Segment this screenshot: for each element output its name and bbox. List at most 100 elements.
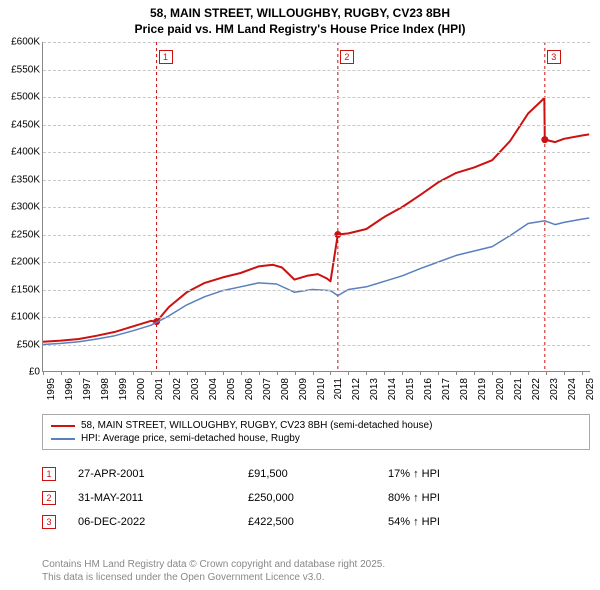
attribution-line1: Contains HM Land Registry data © Crown c… — [42, 558, 385, 571]
gridline-h — [43, 97, 590, 98]
transaction-price: £91,500 — [248, 468, 388, 480]
x-tick — [205, 371, 206, 375]
x-tick — [277, 371, 278, 375]
x-axis-label: 2024 — [567, 378, 578, 408]
x-tick — [259, 371, 260, 375]
legend-row: 58, MAIN STREET, WILLOUGHBY, RUGBY, CV23… — [51, 419, 581, 432]
x-axis-label: 2000 — [136, 378, 147, 408]
x-tick — [474, 371, 475, 375]
legend-swatch — [51, 438, 75, 440]
x-tick — [492, 371, 493, 375]
series-line-hpi — [43, 218, 589, 345]
title-line2: Price paid vs. HM Land Registry's House … — [0, 22, 600, 38]
x-tick — [456, 371, 457, 375]
gridline-h — [43, 42, 590, 43]
x-axis-label: 2014 — [387, 378, 398, 408]
y-axis-label: £550K — [2, 64, 40, 75]
series-marker — [541, 136, 548, 143]
legend-swatch — [51, 425, 75, 427]
x-tick — [582, 371, 583, 375]
gridline-h — [43, 180, 590, 181]
x-tick — [366, 371, 367, 375]
x-tick — [79, 371, 80, 375]
x-axis-label: 2001 — [154, 378, 165, 408]
gridline-h — [43, 317, 590, 318]
x-tick — [115, 371, 116, 375]
x-axis-label: 2009 — [298, 378, 309, 408]
attribution-line2: This data is licensed under the Open Gov… — [42, 571, 385, 584]
x-axis-label: 2019 — [477, 378, 488, 408]
y-axis-label: £400K — [2, 147, 40, 158]
transaction-date: 31-MAY-2011 — [78, 492, 248, 504]
gridline-h — [43, 125, 590, 126]
plot-area — [42, 42, 590, 372]
x-axis-label: 2012 — [351, 378, 362, 408]
x-axis-label: 2016 — [423, 378, 434, 408]
y-axis-label: £450K — [2, 119, 40, 130]
y-axis-label: £200K — [2, 257, 40, 268]
y-axis-label: £150K — [2, 284, 40, 295]
x-axis-label: 2008 — [280, 378, 291, 408]
gridline-h — [43, 207, 590, 208]
x-tick — [313, 371, 314, 375]
y-axis-label: £350K — [2, 174, 40, 185]
gridline-h — [43, 235, 590, 236]
x-axis-label: 1997 — [82, 378, 93, 408]
x-axis-label: 2010 — [316, 378, 327, 408]
x-tick — [241, 371, 242, 375]
x-tick — [330, 371, 331, 375]
x-tick — [438, 371, 439, 375]
x-tick — [348, 371, 349, 375]
y-axis-label: £300K — [2, 202, 40, 213]
x-axis-label: 1996 — [64, 378, 75, 408]
x-axis-label: 2015 — [405, 378, 416, 408]
y-axis-label: £50K — [2, 339, 40, 350]
x-axis-label: 2004 — [208, 378, 219, 408]
x-tick — [223, 371, 224, 375]
x-tick — [402, 371, 403, 375]
x-tick — [528, 371, 529, 375]
y-axis-label: £600K — [2, 37, 40, 48]
x-axis-label: 1995 — [46, 378, 57, 408]
transaction-date: 27-APR-2001 — [78, 468, 248, 480]
x-tick — [187, 371, 188, 375]
x-tick — [133, 371, 134, 375]
transaction-date: 06-DEC-2022 — [78, 516, 248, 528]
x-axis-label: 2023 — [549, 378, 560, 408]
x-tick — [384, 371, 385, 375]
y-axis-label: £100K — [2, 312, 40, 323]
x-axis-label: 2020 — [495, 378, 506, 408]
x-tick — [420, 371, 421, 375]
x-axis-label: 2002 — [172, 378, 183, 408]
gridline-h — [43, 290, 590, 291]
x-tick — [43, 371, 44, 375]
x-axis-label: 1999 — [118, 378, 129, 408]
gridline-h — [43, 70, 590, 71]
gridline-h — [43, 262, 590, 263]
transaction-pct: 54% ↑ HPI — [388, 516, 508, 528]
chart-title: 58, MAIN STREET, WILLOUGHBY, RUGBY, CV23… — [0, 0, 600, 37]
y-axis-label: £500K — [2, 92, 40, 103]
x-axis-label: 2017 — [441, 378, 452, 408]
x-tick — [546, 371, 547, 375]
gridline-h — [43, 345, 590, 346]
x-tick — [564, 371, 565, 375]
transactions-table: 1 27-APR-2001£91,50017% ↑ HPI 231-MAY-2011… — [42, 462, 590, 534]
title-line1: 58, MAIN STREET, WILLOUGHBY, RUGBY, CV23… — [0, 6, 600, 22]
x-axis-label: 2018 — [459, 378, 470, 408]
x-axis-label: 2011 — [333, 378, 344, 408]
x-tick — [151, 371, 152, 375]
callout-marker: 1 — [159, 50, 173, 64]
x-tick — [169, 371, 170, 375]
x-axis-label: 2005 — [226, 378, 237, 408]
gridline-h — [43, 152, 590, 153]
x-tick — [61, 371, 62, 375]
transaction-pct: 17% ↑ HPI — [388, 468, 508, 480]
x-axis-label: 2022 — [531, 378, 542, 408]
callout-marker: 3 — [547, 50, 561, 64]
x-axis-label: 2021 — [513, 378, 524, 408]
transaction-row: 231-MAY-2011£250,00080% ↑ HPI — [42, 486, 590, 510]
x-axis-label: 1998 — [100, 378, 111, 408]
transaction-row: 306-DEC-2022£422,50054% ↑ HPI — [42, 510, 590, 534]
transaction-marker: 1 — [42, 467, 56, 481]
